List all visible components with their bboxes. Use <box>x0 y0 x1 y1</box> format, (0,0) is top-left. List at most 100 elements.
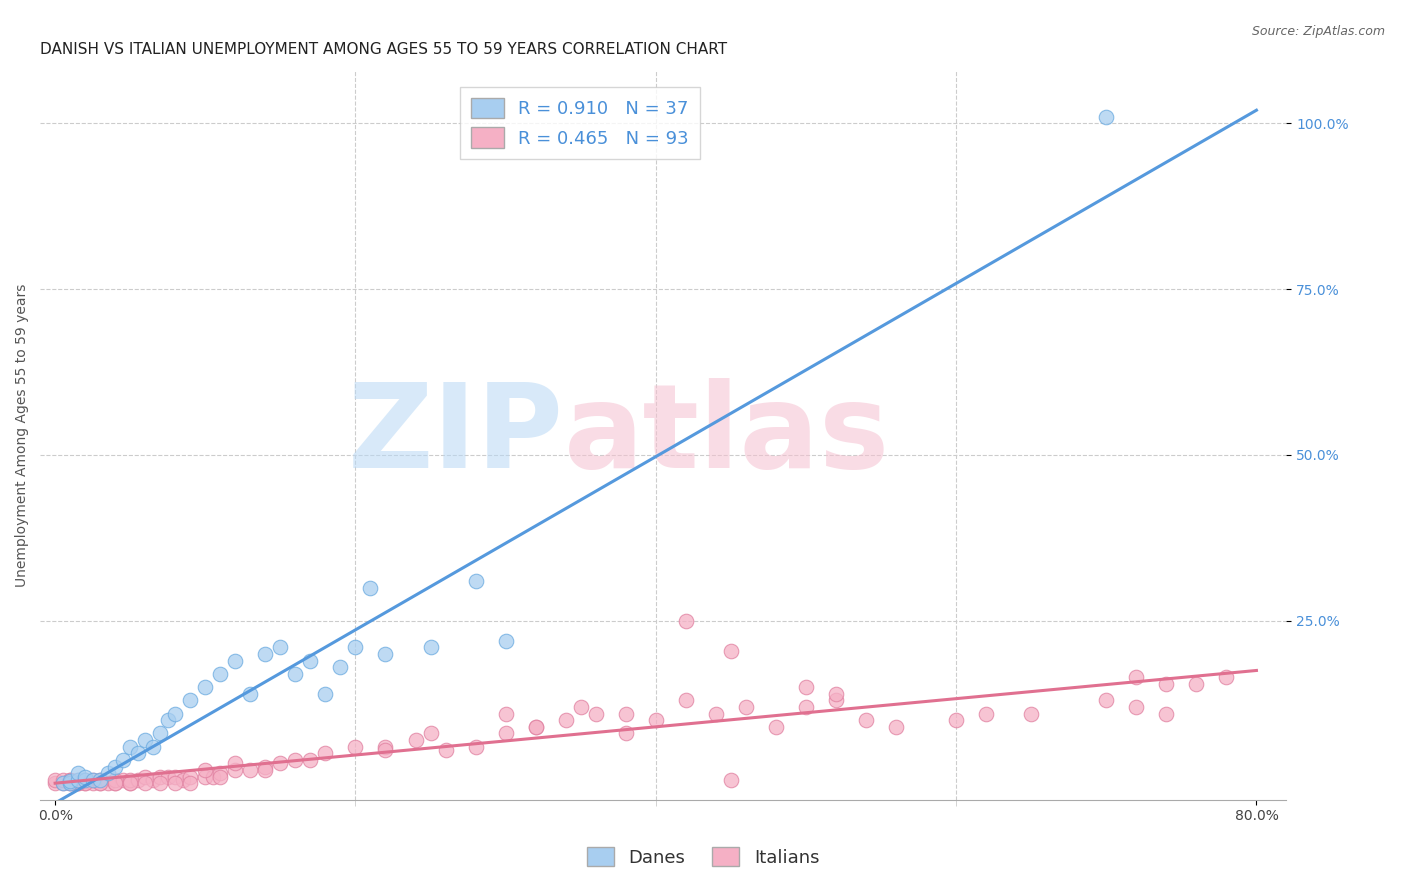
Point <box>614 706 637 721</box>
Point <box>82 776 104 790</box>
Point <box>644 713 666 727</box>
Point <box>1156 677 1178 691</box>
Point <box>239 763 262 777</box>
Point <box>111 772 134 787</box>
Legend: Danes, Italians: Danes, Italians <box>579 840 827 874</box>
Point <box>495 726 517 740</box>
Point <box>89 776 111 790</box>
Point <box>142 772 165 787</box>
Point <box>945 713 967 727</box>
Point <box>120 776 142 790</box>
Point <box>179 770 201 784</box>
Y-axis label: Unemployment Among Ages 55 to 59 years: Unemployment Among Ages 55 to 59 years <box>15 284 30 587</box>
Point <box>1095 110 1118 124</box>
Point <box>1185 677 1208 691</box>
Point <box>734 700 756 714</box>
Point <box>464 574 486 588</box>
Point <box>299 753 322 767</box>
Point <box>825 693 848 707</box>
Point <box>1215 670 1237 684</box>
Point <box>585 706 607 721</box>
Point <box>675 693 697 707</box>
Point <box>82 772 104 787</box>
Point <box>299 653 322 667</box>
Point <box>165 776 187 790</box>
Point <box>254 759 277 773</box>
Point <box>127 747 149 761</box>
Point <box>239 687 262 701</box>
Point <box>52 776 75 790</box>
Point <box>794 680 817 694</box>
Point <box>374 739 396 754</box>
Point <box>149 770 172 784</box>
Text: DANISH VS ITALIAN UNEMPLOYMENT AMONG AGES 55 TO 59 YEARS CORRELATION CHART: DANISH VS ITALIAN UNEMPLOYMENT AMONG AGE… <box>41 42 727 57</box>
Point <box>52 772 75 787</box>
Point <box>97 776 120 790</box>
Point <box>104 772 127 787</box>
Point <box>720 772 742 787</box>
Point <box>104 776 127 790</box>
Point <box>156 713 179 727</box>
Point <box>284 753 307 767</box>
Point <box>59 774 82 789</box>
Point <box>44 776 66 790</box>
Point <box>194 770 217 784</box>
Point <box>66 766 89 780</box>
Point <box>765 720 787 734</box>
Point <box>675 614 697 628</box>
Point <box>142 739 165 754</box>
Point <box>269 640 291 655</box>
Text: atlas: atlas <box>564 377 890 492</box>
Point <box>359 581 381 595</box>
Point <box>314 747 336 761</box>
Point <box>284 666 307 681</box>
Point <box>149 726 172 740</box>
Point <box>194 763 217 777</box>
Point <box>974 706 997 721</box>
Point <box>329 660 352 674</box>
Point <box>825 687 848 701</box>
Point <box>52 776 75 790</box>
Legend: R = 0.910   N = 37, R = 0.465   N = 93: R = 0.910 N = 37, R = 0.465 N = 93 <box>460 87 700 159</box>
Point <box>111 753 134 767</box>
Point <box>209 766 232 780</box>
Point <box>44 772 66 787</box>
Point <box>254 763 277 777</box>
Point <box>75 772 97 787</box>
Point <box>495 633 517 648</box>
Point <box>269 756 291 771</box>
Point <box>1125 670 1147 684</box>
Point <box>59 772 82 787</box>
Point <box>419 640 441 655</box>
Point <box>120 739 142 754</box>
Point <box>344 640 367 655</box>
Point <box>201 770 224 784</box>
Point <box>165 706 187 721</box>
Point <box>59 776 82 790</box>
Point <box>434 743 457 757</box>
Point <box>89 772 111 787</box>
Point <box>104 776 127 790</box>
Point <box>82 772 104 787</box>
Point <box>405 733 427 747</box>
Point <box>179 693 201 707</box>
Point <box>75 776 97 790</box>
Point <box>419 726 441 740</box>
Point <box>66 776 89 790</box>
Point <box>1019 706 1042 721</box>
Point <box>149 776 172 790</box>
Point <box>524 720 547 734</box>
Point <box>165 770 187 784</box>
Point <box>75 776 97 790</box>
Point <box>89 776 111 790</box>
Point <box>89 772 111 787</box>
Point <box>1095 693 1118 707</box>
Point <box>554 713 576 727</box>
Point <box>134 733 156 747</box>
Text: ZIP: ZIP <box>347 377 564 492</box>
Point <box>75 770 97 784</box>
Point <box>179 776 201 790</box>
Point <box>172 772 194 787</box>
Point <box>495 706 517 721</box>
Point <box>224 756 246 771</box>
